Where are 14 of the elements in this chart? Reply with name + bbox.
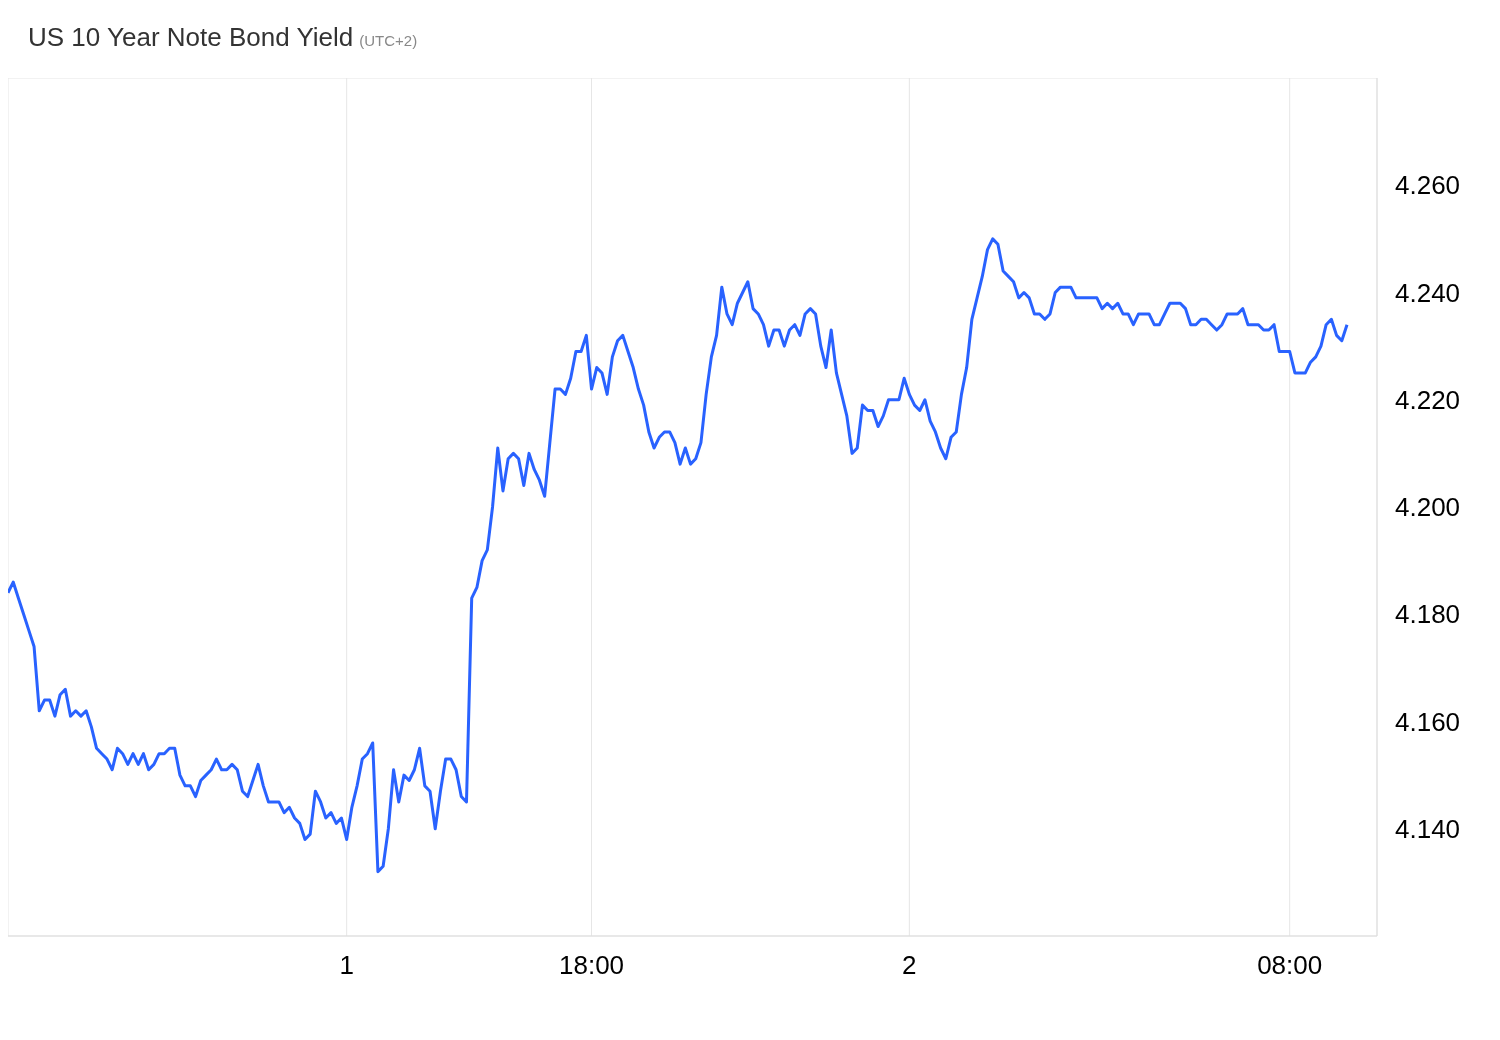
y-tick-label: 4.220 (1395, 384, 1461, 415)
x-tick-label: 08:00 (1257, 950, 1323, 981)
line-series (8, 237, 1349, 874)
chart-subtitle: (UTC+2) (359, 32, 418, 49)
y-tick-label: 4.260 (1395, 170, 1461, 201)
x-tick-label: 18:00 (558, 950, 625, 981)
x-tick-label: 1 (339, 950, 354, 981)
y-tick-label: 4.200 (1395, 492, 1461, 523)
x-tick-label: 2 (902, 950, 917, 981)
y-tick-label: 4.140 (1395, 813, 1461, 844)
y-tick-label: 4.240 (1395, 277, 1461, 308)
y-tick-label: 4.160 (1395, 706, 1461, 737)
y-tick-label: 4.180 (1395, 599, 1461, 630)
chart-title: US 10 Year Note Bond Yield (28, 22, 354, 52)
